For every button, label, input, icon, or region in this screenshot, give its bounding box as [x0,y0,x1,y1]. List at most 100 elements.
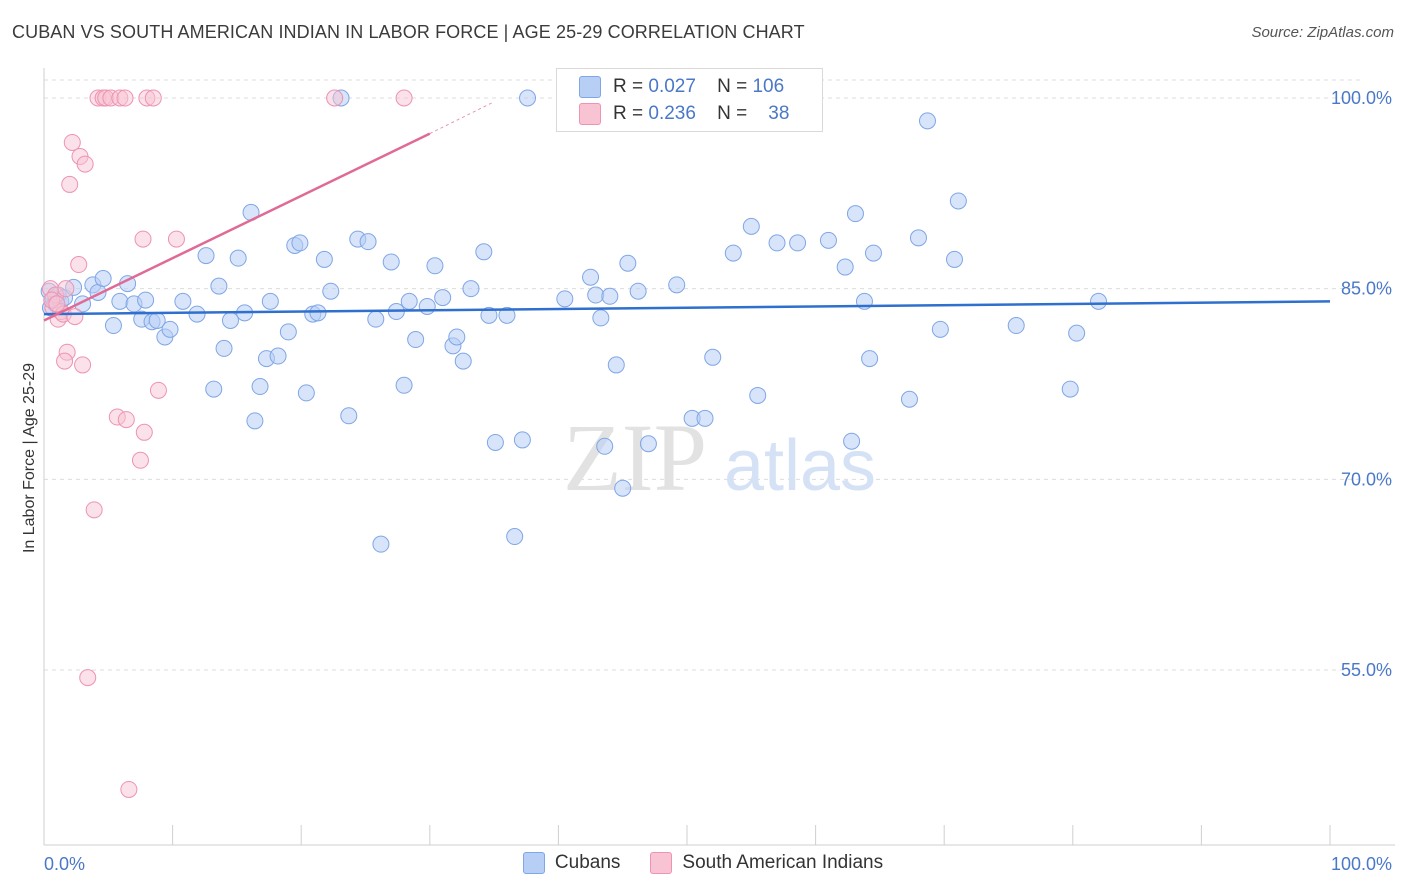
cuban-point [297,384,315,402]
sai-point [134,230,152,248]
cuban-point [918,112,936,130]
cuban-point [400,292,418,310]
cuban-point [418,297,436,315]
sai-point [57,280,75,298]
sai-point [85,501,103,519]
legend-row-cubans: R = 0.027 N = 106 [579,75,784,99]
sai-point [116,89,134,107]
sai-trend-extension [429,101,495,135]
cuban-point [188,305,206,323]
sai-points [41,89,413,798]
legend-swatch-cubans [522,852,545,874]
cuban-point [513,431,531,449]
cuban-point [407,331,425,349]
cuban-point [372,535,390,553]
y-tick-label: 100.0% [1331,88,1392,108]
sai-point [395,89,413,107]
cuban-point [1007,317,1025,335]
cuban-point [909,229,927,247]
sai-point [74,356,92,374]
legend-item-sai: South American Indians [650,852,883,874]
cuban-point [315,250,333,268]
cuban-point [269,347,287,365]
cubans-trend-line [43,300,1331,316]
legend-r-value: 0.236 [648,103,696,124]
cuban-point [724,244,742,262]
sai-point [70,256,88,274]
cuban-point [104,317,122,335]
sai-point [48,295,66,313]
cuban-point [279,323,297,341]
cuban-point [506,528,524,546]
cuban-point [174,292,192,310]
cuban-point [789,234,807,252]
legend-label-sai: South American Indians [682,852,884,873]
source-label: Source: ZipAtlas.com [1251,24,1394,41]
cuban-point [486,433,504,451]
legend-r-value: 0.027 [648,76,696,97]
cuban-point [949,192,967,210]
cuban-point [246,412,264,430]
cuban-point [161,320,179,338]
cuban-point [197,247,215,265]
sai-point [63,133,81,151]
legend-swatch-cubans [579,76,601,98]
cuban-point [742,217,760,235]
sai-point [149,381,167,399]
cuban-point [448,328,466,346]
sai-point [66,308,84,326]
cuban-point [480,306,498,324]
cuban-point [596,437,614,455]
sai-point [61,175,79,193]
cuban-point [309,304,327,322]
sai-trend-line [43,132,431,322]
watermark: ZIP atlas [563,404,876,511]
cuban-point [111,292,129,310]
x-tick-label: 0.0% [44,854,85,874]
cuban-point [1061,380,1079,398]
legend-n-value: 38 [768,103,790,124]
cuban-point [229,249,247,267]
cuban-point [556,290,574,308]
cuban-point [696,409,714,427]
cuban-point [291,234,309,252]
cuban-point [261,292,279,310]
legend-r-label: R = [613,76,644,97]
cuban-point [846,205,864,223]
legend-n-label: N = [717,103,748,124]
y-tick-labels: 100.0% 85.0% 70.0% 55.0% [1331,88,1392,680]
y-tick-label: 70.0% [1341,469,1392,489]
legend-swatch-sai [579,103,601,125]
sai-point [144,89,162,107]
cuban-point [395,376,413,394]
legend-item-cubans: Cubans [522,852,620,874]
sai-point [117,411,135,429]
sai-point [79,669,97,687]
cuban-point [587,286,605,304]
gridlines [44,79,1360,671]
cuban-point [434,289,452,307]
sai-point [326,89,344,107]
cuban-point [861,350,879,368]
cuban-point [582,268,600,286]
cuban-point [322,282,340,300]
cuban-point [843,432,861,450]
cuban-point [498,306,516,324]
cuban-point [215,339,233,357]
watermark-zip: ZIP [563,404,707,511]
cuban-point [251,378,269,396]
cuban-point [426,257,444,275]
cuban-point [94,269,112,287]
sai-point [120,780,138,798]
cuban-point [864,244,882,262]
cuban-point [945,250,963,268]
legend-row-sai: R = 0.236 N = 38 [579,102,789,126]
cuban-point [210,277,228,295]
cuban-point [367,310,385,328]
cuban-point [137,291,155,309]
x-tick-labels: 0.0% 100.0% [44,854,1392,874]
cuban-point [768,234,786,252]
axes [43,68,1395,846]
cuban-point [340,407,358,425]
legend-n-value: 106 [752,76,785,97]
